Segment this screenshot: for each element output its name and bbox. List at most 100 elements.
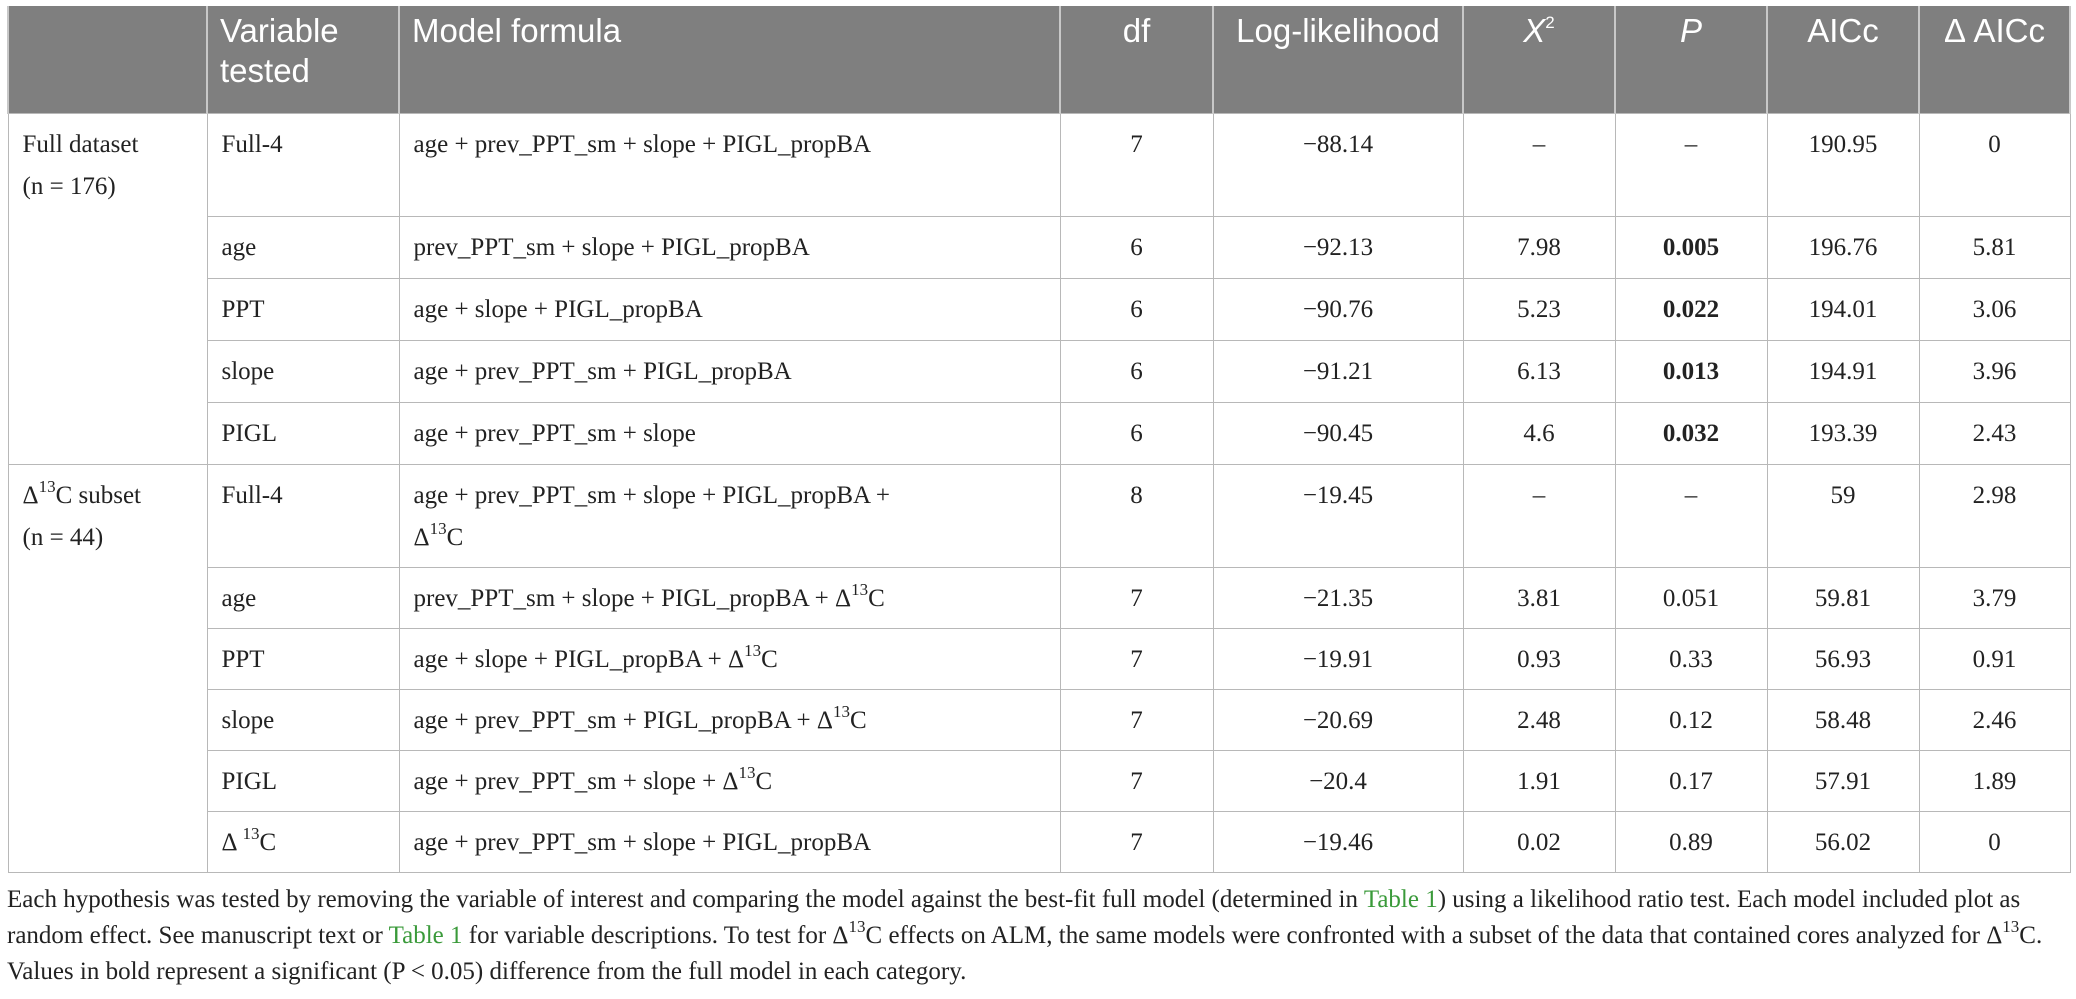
cell-chi2: 6.13	[1462, 340, 1616, 403]
cell-aicc: 190.95	[1766, 113, 1920, 217]
header-chi-squared: X2	[1462, 6, 1616, 114]
header-row: Variable tested Model formula df Log-lik…	[7, 6, 2071, 114]
cell-loglik: −90.76	[1212, 278, 1464, 341]
cell-df: 6	[1059, 216, 1214, 279]
cell-p: 0.33	[1614, 628, 1768, 690]
cell-loglik: −19.91	[1212, 628, 1464, 690]
table1-link[interactable]: Table 1	[1363, 886, 1438, 913]
cell-df: 7	[1059, 811, 1214, 873]
cell-p: 0.17	[1614, 750, 1768, 812]
cell-formula: age + prev_PPT_sm + slope	[398, 402, 1061, 465]
header-aicc: AICc	[1766, 6, 1920, 114]
cell-chi2: 2.48	[1462, 689, 1616, 751]
cell-aicc: 59	[1766, 464, 1920, 568]
cell-formula: age + slope + PIGL_propBA + Δ13C	[398, 628, 1061, 690]
cell-delta-aicc: 2.98	[1918, 464, 2071, 568]
cell-chi2: 3.81	[1462, 567, 1616, 629]
header-log-likelihood: Log-likelihood	[1212, 6, 1464, 114]
cell-delta-aicc: 1.89	[1918, 750, 2071, 812]
cell-delta-aicc: 0	[1918, 811, 2071, 873]
cell-variable: age	[206, 216, 400, 279]
cell-df: 6	[1059, 402, 1214, 465]
cell-chi2: –	[1462, 113, 1616, 217]
cell-formula: age + prev_PPT_sm + slope + Δ13C	[398, 750, 1061, 812]
cell-delta-aicc: 3.06	[1918, 278, 2071, 341]
cell-df: 6	[1059, 340, 1214, 403]
cell-formula: prev_PPT_sm + slope + PIGL_propBA + Δ13C	[398, 567, 1061, 629]
table1-link[interactable]: Table 1	[388, 922, 463, 949]
cell-p-significant: 0.013	[1614, 340, 1768, 403]
cell-loglik: −90.45	[1212, 402, 1464, 465]
cell-variable: PPT	[206, 628, 400, 690]
table-row: Δ13C subset (n = 44) Full-4 age + prev_PP…	[7, 464, 2071, 873]
cell-delta-aicc: 5.81	[1918, 216, 2071, 279]
cell-chi2: 4.6	[1462, 402, 1616, 465]
cell-variable: Full-4	[206, 113, 400, 217]
cell-p: –	[1614, 464, 1768, 568]
header-delta-aicc: Δ AICc	[1918, 6, 2071, 114]
cell-aicc: 196.76	[1766, 216, 1920, 279]
table-row: PPT age + slope + PIGL_propBA + Δ13C 7 −…	[8, 628, 2071, 690]
cell-chi2: 0.02	[1462, 811, 1616, 873]
cell-variable: PIGL	[206, 750, 400, 812]
cell-formula: age + prev_PPT_sm + slope + PIGL_propBA	[398, 811, 1061, 873]
cell-df: 7	[1059, 689, 1214, 751]
cell-delta-aicc: 3.79	[1918, 567, 2071, 629]
group-label-full-dataset: Full dataset (n = 176)	[7, 113, 208, 465]
cell-df: 7	[1059, 113, 1214, 217]
cell-chi2: 0.93	[1462, 628, 1616, 690]
table-row: PIGL age + prev_PPT_sm + slope + Δ13C 7 …	[8, 750, 2071, 812]
cell-variable: Δ 13C	[206, 811, 400, 873]
cell-chi2: –	[1462, 464, 1616, 568]
cell-loglik: −21.35	[1212, 567, 1464, 629]
cell-p-significant: 0.022	[1614, 278, 1768, 341]
cell-df: 7	[1059, 628, 1214, 690]
cell-p: 0.12	[1614, 689, 1768, 751]
cell-chi2: 5.23	[1462, 278, 1616, 341]
cell-chi2: 7.98	[1462, 216, 1616, 279]
cell-formula: age + prev_PPT_sm + slope + PIGL_propBA	[398, 113, 1061, 217]
cell-loglik: −92.13	[1212, 216, 1464, 279]
cell-loglik: −19.45	[1212, 464, 1464, 568]
cell-loglik: −91.21	[1212, 340, 1464, 403]
table-row: PIGL age + prev_PPT_sm + slope 6 −90.45 …	[8, 402, 2071, 465]
cell-df: 6	[1059, 278, 1214, 341]
cell-p-significant: 0.005	[1614, 216, 1768, 279]
group-label-d13c-subset: Δ13C subset (n = 44)	[7, 464, 208, 873]
cell-p: 0.051	[1614, 567, 1768, 629]
cell-delta-aicc: 2.43	[1918, 402, 2071, 465]
cell-aicc: 57.91	[1766, 750, 1920, 812]
cell-p-significant: 0.032	[1614, 402, 1768, 465]
cell-delta-aicc: 0.91	[1918, 628, 2071, 690]
table-row: Full dataset (n = 176) Full-4 age + prev_…	[7, 113, 2071, 465]
table-row: slope age + prev_PPT_sm + PIGL_propBA + …	[8, 689, 2071, 751]
cell-variable: slope	[206, 689, 400, 751]
cell-loglik: −20.4	[1212, 750, 1464, 812]
cell-p: 0.89	[1614, 811, 1768, 873]
cell-aicc: 59.81	[1766, 567, 1920, 629]
results-table: Variable tested Model formula df Log-lik…	[7, 6, 2071, 873]
table-row: age prev_PPT_sm + slope + PIGL_propBA 6 …	[8, 216, 2071, 279]
cell-formula: age + prev_PPT_sm + slope + PIGL_propBA …	[398, 464, 1061, 568]
cell-delta-aicc: 0	[1918, 113, 2071, 217]
cell-df: 7	[1059, 567, 1214, 629]
header-model-formula: Model formula	[398, 6, 1061, 114]
cell-formula: age + prev_PPT_sm + PIGL_propBA	[398, 340, 1061, 403]
cell-chi2: 1.91	[1462, 750, 1616, 812]
table-row: slope age + prev_PPT_sm + PIGL_propBA 6 …	[8, 340, 2071, 403]
header-variable-tested: Variable tested	[206, 6, 400, 114]
table-row: Δ 13C age + prev_PPT_sm + slope + PIGL_p…	[8, 811, 2071, 873]
cell-loglik: −20.69	[1212, 689, 1464, 751]
table-caption: Each hypothesis was tested by removing t…	[7, 886, 2043, 985]
table-row: age prev_PPT_sm + slope + PIGL_propBA + …	[8, 567, 2071, 629]
cell-aicc: 194.01	[1766, 278, 1920, 341]
header-group	[7, 6, 208, 114]
cell-formula: prev_PPT_sm + slope + PIGL_propBA	[398, 216, 1061, 279]
cell-aicc: 58.48	[1766, 689, 1920, 751]
cell-aicc: 193.39	[1766, 402, 1920, 465]
cell-df: 7	[1059, 750, 1214, 812]
cell-p: –	[1614, 113, 1768, 217]
cell-formula: age + prev_PPT_sm + PIGL_propBA + Δ13C	[398, 689, 1061, 751]
cell-loglik: −88.14	[1212, 113, 1464, 217]
cell-variable: PPT	[206, 278, 400, 341]
